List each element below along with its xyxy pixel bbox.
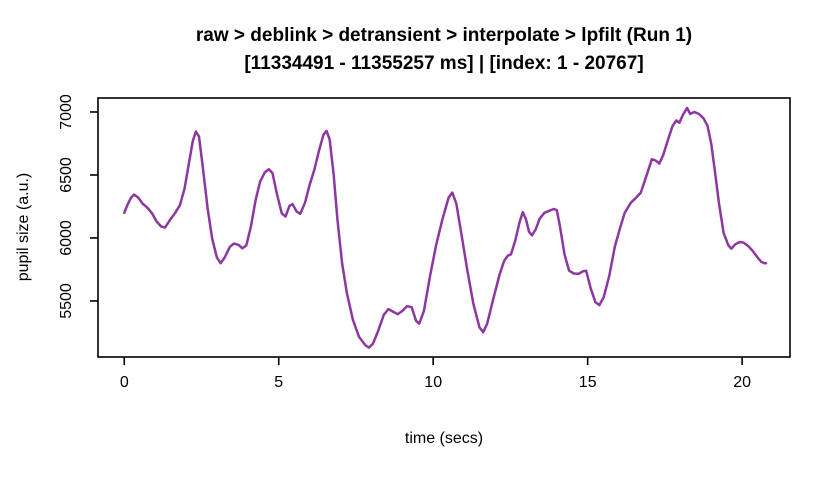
x-tick-label: 20 <box>733 374 751 391</box>
y-tick-label: 7000 <box>58 94 75 130</box>
plot-box <box>97 97 791 358</box>
x-tick-label: 5 <box>274 374 284 391</box>
y-tick-label: 6000 <box>58 220 75 256</box>
y-axis-label: pupil size (a.u.) <box>15 172 32 282</box>
y-tick-label: 5500 <box>58 283 75 319</box>
axis-ticks <box>90 111 743 365</box>
data-line <box>123 106 768 349</box>
y-tick-label: 6500 <box>58 157 75 193</box>
x-tick-label: 0 <box>119 374 129 391</box>
x-tick-label: 15 <box>578 374 597 391</box>
x-axis-label: time (secs) <box>404 430 484 447</box>
chart-title: raw > deblink > detransient > interpolat… <box>195 25 693 46</box>
x-tick-label: 10 <box>424 374 443 391</box>
chart-subtitle: [11334491 - 11355257 ms] | [index: 1 - 2… <box>244 53 644 74</box>
